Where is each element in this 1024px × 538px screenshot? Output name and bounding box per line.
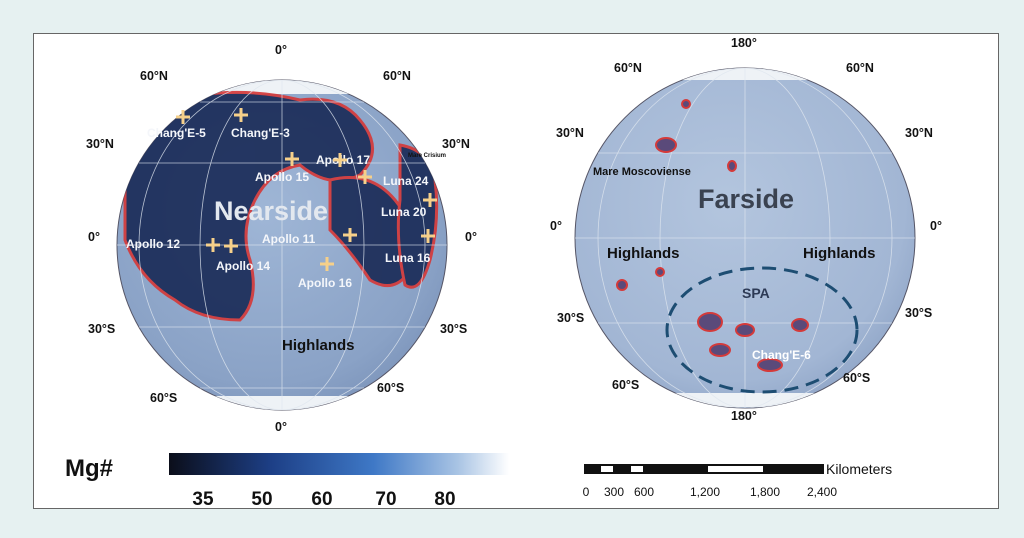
colorbar-gradient [169,453,509,475]
lat-label-30n-right: 30°N [442,137,470,151]
landing-site: Apollo 11 [262,228,357,246]
nearside-coordinate-labels: 0° 60°N 60°N 30°N 30°N 0° 0° 30°S 30°S 6… [86,43,477,434]
site-marker-icon [320,257,334,271]
site-marker-icon [423,193,437,207]
site-marker-icon [343,228,357,242]
scale-tick: 300 [604,485,624,499]
far-lat-60s-left: 60°S [612,378,639,392]
landing-site: Apollo 12 [126,237,220,252]
far-lat-30n-left: 30°N [556,126,584,140]
scale-tick: 0 [583,485,590,499]
site-label: Chang'E-3 [231,126,290,140]
site-marker-icon [176,110,190,124]
lat-label-60s-left: 60°S [150,391,177,405]
nearside-globe: Nearside Highlands Mare Crisium Chang'E-… [116,79,448,411]
colorbar-tick: 60 [311,489,332,510]
site-label: Luna 16 [385,251,431,265]
far-lat-30n-right: 30°N [905,126,933,140]
far-lon-label-bottom: 180° [731,409,757,423]
site-label: Luna 24 [383,174,429,188]
mare-crisium-label: Mare Crisium [408,153,446,159]
site-marker-icon [234,108,248,122]
scale-bar: Kilometers 0 300 600 1,200 1,800 2,400 [583,461,892,499]
lon-label-top: 0° [275,43,287,57]
lat-label-30s-left: 30°S [88,322,115,336]
landing-site: Luna 24 [358,170,429,188]
site-marker-icon [333,153,347,167]
lat-label-60s-right: 60°S [377,381,404,395]
farside-highlands-right: Highlands [803,245,876,262]
colorbar-tick: 70 [375,489,396,510]
colorbar-tick: 50 [251,489,272,510]
landing-site: Apollo 15 [255,153,347,184]
change6-label: Chang'E-6 [752,348,811,362]
scale-tick: 1,200 [690,485,720,499]
lat-label-eq-left: 0° [88,230,100,244]
scale-tick: 1,800 [750,485,780,499]
colorbar: Mg# 35 50 60 70 80 [65,453,509,510]
nearside-title: Nearside [214,196,328,226]
landing-site: Chang'E-3 [231,108,290,140]
colorbar-tick: 35 [192,489,214,510]
site-label: Apollo 11 [262,232,316,246]
site-marker-icon [206,238,220,252]
far-lon-label-top: 180° [731,36,757,50]
lat-label-30s-right: 30°S [440,322,467,336]
farside-title: Farside [698,184,794,214]
far-lat-30s-left: 30°S [557,311,584,325]
far-lat-eq-left: 0° [550,219,562,233]
spa-label: SPA [742,285,770,301]
farside-coordinate-labels: 180° 60°N 60°N 30°N 30°N 0° 0° 30°S 30°S… [550,36,942,423]
lat-label-eq-right: 0° [465,230,477,244]
site-label: Apollo 14 [216,259,270,273]
farside-mare-patches [616,99,809,372]
graticule [117,80,447,410]
far-lat-30s-right: 30°S [905,306,932,320]
site-marker-icon [285,152,299,166]
lat-label-60n-right: 60°N [383,69,411,83]
lon-label-bottom: 0° [275,420,287,434]
site-label: Apollo 15 [255,170,309,184]
far-lat-60n-left: 60°N [614,61,642,75]
site-label: Luna 20 [381,205,427,219]
scale-tick: 2,400 [807,485,837,499]
site-marker-icon [421,229,435,243]
lat-label-60n-left: 60°N [140,69,168,83]
site-label: Apollo 12 [126,237,180,251]
nearside-highlands-label: Highlands [282,337,355,354]
site-marker-icon [224,239,238,253]
lat-label-30n-left: 30°N [86,137,114,151]
farside-graticule [575,68,915,408]
scale-tick: 600 [634,485,654,499]
landing-site: Apollo 16 [298,257,352,290]
mare-moscoviense-label: Mare Moscoviense [593,166,691,178]
landing-site: Luna 16 [385,229,435,265]
site-label: Chang'E-5 [147,126,206,140]
colorbar-tick: 80 [434,489,455,510]
spa-basin-outline [665,266,859,394]
scale-unit: Kilometers [826,461,892,477]
far-lat-eq-right: 0° [930,219,942,233]
landing-site: Luna 20 [381,193,437,219]
site-label: Apollo 16 [298,276,352,290]
far-lat-60n-right: 60°N [846,61,874,75]
colorbar-label: Mg# [65,455,113,482]
far-lat-60s-right: 60°S [843,371,870,385]
landing-site: Apollo 14 [216,239,270,273]
landing-site: Chang'E-5 [147,110,206,140]
maria [123,90,439,322]
farside-globe: Farside Mare Moscoviense Highlands Highl… [574,67,916,409]
farside-highlands-left: Highlands [607,245,680,262]
site-marker-icon [358,170,372,184]
